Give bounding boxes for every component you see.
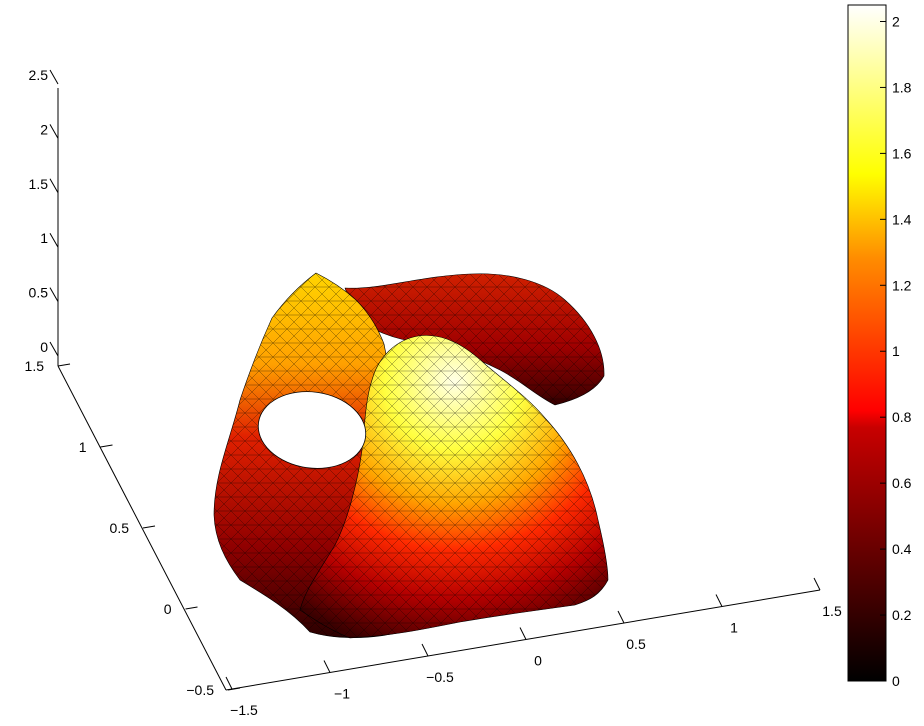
z-tick-mark [49, 178, 59, 194]
colorbar-tick-label: 0.8 [892, 409, 912, 425]
z-tick-mark [49, 287, 59, 302]
y-tick-mark [57, 363, 71, 367]
x-tick-mark [813, 577, 821, 591]
x-tick-mark [519, 627, 527, 640]
z-ticks: 0 0.5 1 1.5 2 2.5 [29, 67, 59, 357]
y-tick-mark [185, 606, 198, 610]
y-ticks: −0.5 0 0.5 1 1.5 [25, 358, 241, 698]
z-tick-mark [49, 232, 59, 248]
colorbar-tick-label: 1.8 [892, 79, 912, 95]
surface-plot [213, 272, 609, 639]
colorbar-tick-label: 1.4 [892, 211, 912, 227]
y-tick-mark [142, 525, 156, 529]
colorbar-tick-label: 1.6 [892, 145, 912, 161]
x-tick-label: 0.5 [626, 636, 646, 652]
x-tick-label: 0 [534, 653, 542, 669]
y-axis-line [57, 365, 227, 691]
x-tick-mark [715, 594, 723, 607]
colorbar-fill [848, 5, 886, 681]
colorbar-tick-label: 2 [892, 13, 900, 29]
colorbar-tick-label: 0.4 [892, 541, 912, 557]
tube-hole [257, 391, 367, 469]
x-axis-line [225, 589, 821, 691]
z-tick-label: 0.5 [29, 285, 49, 301]
x-tick-mark [617, 610, 625, 624]
z-tick-label: 1 [40, 230, 48, 246]
y-tick-mark [227, 687, 241, 691]
z-tick-label: 1.5 [29, 176, 49, 192]
y-tick-label: 1.5 [25, 358, 45, 374]
x-tick-mark [225, 676, 233, 690]
z-tick-label: 0 [40, 339, 48, 355]
y-tick-label: 0 [164, 601, 172, 617]
z-tick-label: 2 [40, 121, 48, 137]
colorbar: 0 0.2 0.4 0.6 0.8 1 1.2 1.4 1.6 1.8 2 [847, 4, 912, 689]
z-tick-label: 2.5 [29, 67, 49, 83]
colorbar-tick-label: 1.2 [892, 277, 912, 293]
x-ticks: −1.5 −1 −0.5 0 0.5 1 1.5 [225, 577, 842, 718]
colorbar-tick-label: 1 [892, 343, 900, 359]
x-tick-label: −0.5 [426, 669, 454, 685]
x-tick-label: −1 [334, 686, 350, 702]
x-tick-mark [421, 643, 429, 657]
colorbar-tick-label: 0.6 [892, 475, 912, 491]
colorbar-tick-label: 0 [892, 673, 900, 689]
colorbar-tick-label: 0.2 [892, 607, 912, 623]
colorbar-ticks: 0 0.2 0.4 0.6 0.8 1 1.2 1.4 1.6 1.8 2 [880, 13, 912, 689]
axes-group: 0 0.5 1 1.5 2 2.5 −0.5 0 0.5 1 1.5 −1.5 −1 −0.5 0 0.5… [25, 67, 842, 718]
y-tick-label: −0.5 [186, 682, 214, 698]
x-tick-label: 1.5 [822, 603, 842, 619]
x-tick-label: 1 [730, 620, 738, 636]
z-tick-mark [49, 69, 59, 85]
y-tick-mark [100, 444, 113, 448]
y-tick-label: 1 [79, 439, 87, 455]
y-tick-label: 0.5 [110, 520, 130, 536]
x-tick-label: −1.5 [230, 702, 258, 718]
colorbar-frame [847, 4, 887, 682]
z-tick-mark [49, 124, 59, 139]
x-tick-mark [323, 660, 331, 673]
z-tick-mark [49, 341, 59, 357]
